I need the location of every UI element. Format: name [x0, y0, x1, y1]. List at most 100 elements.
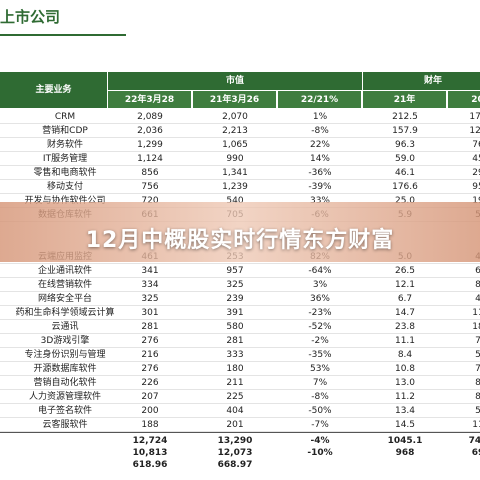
table-cell: 225: [226, 392, 244, 402]
table-cell: 281: [226, 336, 244, 346]
group-header: 市值: [108, 72, 362, 90]
table-cell: 14.7: [394, 308, 416, 318]
row-separator: [0, 319, 480, 320]
table-cell: 11.1: [394, 336, 416, 346]
table-cell: 180: [226, 364, 244, 374]
table-cell: 216: [141, 350, 159, 360]
table-cell: -23%: [308, 308, 332, 318]
row-separator: [0, 165, 480, 166]
table-cell: 企业通讯软件: [37, 266, 92, 276]
table-cell: CRM: [54, 112, 76, 122]
table-cell: 36%: [309, 294, 330, 304]
table-cell: 13.0: [394, 378, 416, 388]
table-cell: 营销自动化软件: [33, 378, 97, 388]
table-cell: 18: [472, 322, 480, 332]
row-separator: [0, 389, 480, 390]
row-separator: [0, 179, 480, 180]
group-header: 财年: [363, 72, 480, 90]
table-cell: 8: [475, 280, 480, 290]
table-cell: 76: [472, 140, 480, 150]
total-cell: 668.97: [217, 460, 253, 470]
row-separator: [0, 347, 480, 348]
table-cell: 在线营销软件: [37, 280, 92, 290]
table-cell: 333: [226, 350, 244, 360]
table-cell: 1%: [312, 112, 328, 122]
table-cell: 移动支付: [46, 182, 83, 192]
table-cell: 53%: [309, 364, 330, 374]
row-separator: [0, 361, 480, 362]
total-cell: 69: [471, 448, 480, 458]
table-cell: 176.6: [392, 182, 418, 192]
table-cell: 59.0: [394, 154, 416, 164]
table-cell: 8: [475, 378, 480, 388]
table-cell: 3D游戏引擎: [40, 336, 90, 346]
total-cell: 10,813: [132, 448, 168, 458]
column-header: 21年3月26: [193, 91, 276, 108]
title-rule: [0, 34, 126, 36]
total-cell: 618.96: [132, 460, 168, 470]
row-separator: [0, 291, 480, 292]
table-cell: 128: [469, 126, 480, 136]
table-cell: 5: [475, 406, 480, 416]
table-cell: 云通讯: [51, 322, 79, 332]
column-header: 21年: [363, 91, 446, 108]
row-separator: [0, 333, 480, 334]
total-cell: 13,290: [217, 436, 253, 446]
row-separator: [0, 193, 480, 194]
table-cell: 211: [226, 378, 244, 388]
row-separator: [0, 137, 480, 138]
table-cell: 281: [141, 322, 159, 332]
page-title: 上市公司: [0, 8, 61, 26]
row-separator: [0, 431, 480, 432]
table-cell: 157.9: [392, 126, 418, 136]
table-cell: 云客服软件: [42, 420, 88, 430]
table-cell: 10.8: [394, 364, 416, 374]
table-cell: 580: [226, 322, 244, 332]
table-cell: 11: [472, 420, 480, 430]
table-cell: 96.3: [394, 140, 416, 150]
row-separator: [0, 417, 480, 418]
row-separator: [0, 263, 480, 264]
table-cell: 188: [141, 420, 159, 430]
row-separator: [0, 375, 480, 376]
total-cell: -10%: [307, 448, 333, 458]
table-cell: 7: [475, 364, 480, 374]
table-cell: 212.5: [392, 112, 418, 122]
table-cell: 540: [226, 196, 244, 206]
row-separator: [0, 151, 480, 152]
table-cell: -7%: [311, 420, 329, 430]
table-cell: 电子签名软件: [37, 406, 92, 416]
table-cell: 334: [141, 280, 159, 290]
table-cell: 33%: [309, 196, 330, 206]
table-cell: 171: [469, 112, 480, 122]
table-cell: -50%: [308, 406, 332, 416]
table-cell: 404: [226, 406, 244, 416]
total-cell: 968: [395, 448, 415, 458]
table-cell: 301: [141, 308, 159, 318]
table-cell: 1,341: [222, 168, 248, 178]
total-cell: 1045.1: [387, 436, 423, 446]
table-cell: -8%: [311, 126, 329, 136]
totals-rule: [0, 432, 480, 433]
table-cell: -36%: [308, 168, 332, 178]
table-cell: 2,036: [137, 126, 163, 136]
table-cell: 专注身份识别与管理: [24, 350, 106, 360]
table-cell: 1,299: [137, 140, 163, 150]
table-cell: 开源数据库软件: [33, 364, 97, 374]
table-cell: 25.0: [394, 196, 416, 206]
total-cell: 12,073: [217, 448, 253, 458]
table-cell: 720: [141, 196, 159, 206]
table-cell: 957: [226, 266, 244, 276]
column-header: 22年3月28: [108, 91, 191, 108]
table-cell: 2,213: [222, 126, 248, 136]
table-cell: 45: [472, 154, 480, 164]
row-separator: [0, 277, 480, 278]
table-cell: 46.1: [394, 168, 416, 178]
table-cell: 276: [141, 364, 159, 374]
table-cell: -35%: [308, 350, 332, 360]
table-cell: 4: [475, 294, 480, 304]
table-cell: 23.8: [394, 322, 416, 332]
table-cell: 8: [475, 392, 480, 402]
table-cell: 22%: [309, 140, 330, 150]
table-cell: 2,070: [222, 112, 248, 122]
